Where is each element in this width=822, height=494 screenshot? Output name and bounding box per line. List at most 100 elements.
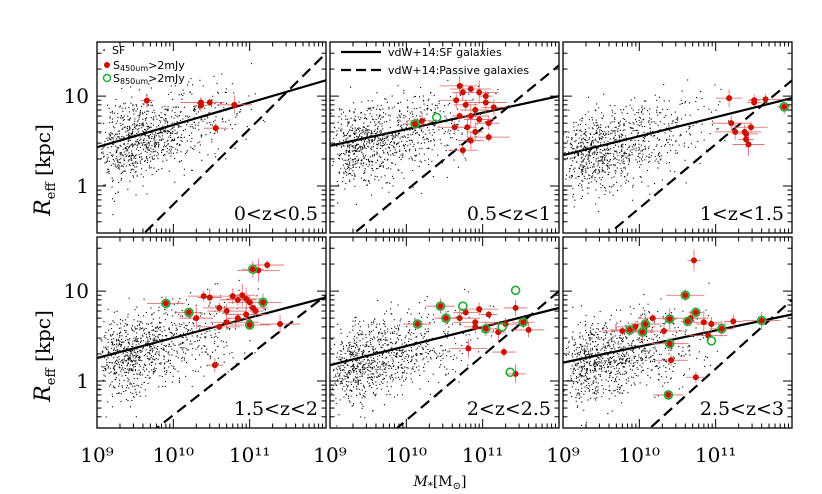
sf-galaxy-point bbox=[370, 121, 372, 123]
panel-plot-area bbox=[563, 79, 792, 233]
sf-galaxy-point bbox=[167, 139, 169, 141]
sf-galaxy-point bbox=[368, 161, 370, 163]
sf-galaxy-point bbox=[118, 182, 120, 184]
sf-galaxy-point bbox=[120, 370, 122, 372]
sf-galaxy-point bbox=[582, 141, 584, 143]
sf-galaxy-point bbox=[585, 162, 587, 164]
sf-galaxy-point bbox=[135, 162, 137, 164]
sf-galaxy-point bbox=[692, 125, 694, 127]
sf-galaxy-point bbox=[630, 127, 632, 129]
sf-galaxy-point bbox=[138, 357, 140, 359]
sf-galaxy-point bbox=[577, 155, 579, 157]
sf-galaxy-point bbox=[149, 358, 151, 360]
sf-galaxy-point bbox=[163, 313, 165, 315]
sf-galaxy-point bbox=[468, 317, 470, 319]
sf-galaxy-point bbox=[345, 362, 347, 364]
sf-galaxy-point bbox=[379, 383, 381, 385]
sf-galaxy-point bbox=[135, 336, 137, 338]
sf-galaxy-cloud bbox=[330, 289, 497, 427]
sf-galaxy-point bbox=[582, 137, 584, 139]
sf-galaxy-point bbox=[341, 341, 343, 343]
sf-galaxy-point bbox=[175, 333, 177, 335]
sf-galaxy-point bbox=[621, 155, 623, 157]
sf-galaxy-point bbox=[585, 131, 587, 133]
sf-galaxy-point bbox=[431, 103, 433, 105]
sf-galaxy-point bbox=[434, 351, 436, 353]
sf-galaxy-point bbox=[346, 149, 348, 151]
sf-galaxy-point bbox=[361, 334, 363, 336]
sf-galaxy-point bbox=[342, 369, 344, 371]
sf-galaxy-point bbox=[200, 134, 202, 136]
sf-galaxy-point bbox=[432, 319, 434, 321]
sf-galaxy-point bbox=[144, 141, 146, 143]
sf-galaxy-point bbox=[334, 343, 336, 345]
sf-galaxy-point bbox=[419, 148, 421, 150]
sf-galaxy-point bbox=[697, 109, 699, 111]
sf-galaxy-point bbox=[411, 111, 413, 113]
sf-galaxy-point bbox=[122, 320, 124, 322]
sf-galaxy-point bbox=[209, 314, 211, 316]
sf-galaxy-point bbox=[398, 119, 400, 121]
sf-galaxy-point bbox=[139, 365, 141, 367]
sf-galaxy-point bbox=[571, 139, 573, 141]
sf-galaxy-point bbox=[380, 165, 382, 167]
sf-galaxy-point bbox=[185, 336, 187, 338]
sf-galaxy-point bbox=[420, 129, 422, 131]
sf-galaxy-point bbox=[164, 120, 166, 122]
sf-galaxy-point bbox=[379, 361, 381, 363]
sf-galaxy-point bbox=[613, 136, 615, 138]
sf-galaxy-point bbox=[382, 319, 384, 321]
sf-galaxy-point bbox=[716, 128, 718, 130]
sf-galaxy-point bbox=[629, 123, 631, 125]
sf-galaxy-point bbox=[152, 358, 154, 360]
sf-galaxy-point bbox=[168, 351, 170, 353]
sf-galaxy-point bbox=[382, 149, 384, 151]
sf-galaxy-point bbox=[609, 105, 611, 107]
sf-galaxy-point bbox=[137, 142, 139, 144]
sf-galaxy-point bbox=[434, 125, 436, 127]
sf-galaxy-point bbox=[578, 168, 580, 170]
sf-galaxy-point bbox=[162, 146, 164, 148]
sf-galaxy-point bbox=[122, 166, 124, 168]
sf-galaxy-point bbox=[680, 134, 682, 136]
sf-galaxy-point bbox=[154, 354, 156, 356]
sf-relation-line bbox=[330, 95, 559, 147]
sf-galaxy-point bbox=[401, 358, 403, 360]
sf-galaxy-point bbox=[165, 118, 167, 120]
sf-galaxy-point bbox=[607, 153, 609, 155]
s450-point bbox=[467, 85, 474, 92]
sf-galaxy-point bbox=[380, 381, 382, 383]
sf-galaxy-point bbox=[620, 185, 622, 187]
sf-galaxy-point bbox=[586, 154, 588, 156]
sf-galaxy-point bbox=[133, 169, 135, 171]
sf-galaxy-point bbox=[374, 361, 376, 363]
sf-galaxy-point bbox=[415, 155, 417, 157]
sf-galaxy-point bbox=[148, 142, 150, 144]
sf-galaxy-point bbox=[384, 313, 386, 315]
sf-galaxy-point bbox=[414, 150, 416, 152]
sf-galaxy-point bbox=[140, 386, 142, 388]
sf-galaxy-point bbox=[358, 127, 360, 129]
sf-galaxy-point bbox=[408, 355, 410, 357]
sf-galaxy-point bbox=[582, 154, 584, 156]
sf-galaxy-point bbox=[158, 144, 160, 146]
sf-galaxy-point bbox=[120, 105, 122, 107]
sf-galaxy-point bbox=[616, 150, 618, 152]
sf-galaxy-point bbox=[136, 362, 138, 364]
sf-relation-line bbox=[97, 296, 326, 360]
sf-galaxy-point bbox=[182, 89, 184, 91]
sf-galaxy-point bbox=[145, 145, 147, 147]
sf-galaxy-point bbox=[373, 320, 375, 322]
sf-galaxy-point bbox=[220, 102, 222, 104]
sf-galaxy-point bbox=[573, 168, 575, 170]
panel-redshift-label: 1.5<z<2 bbox=[234, 398, 318, 420]
sf-galaxy-point bbox=[342, 348, 344, 350]
sf-galaxy-point bbox=[377, 128, 379, 130]
sf-galaxy-point bbox=[631, 146, 633, 148]
sf-galaxy-point bbox=[347, 376, 349, 378]
sf-galaxy-point bbox=[392, 153, 394, 155]
sf-galaxy-point bbox=[235, 322, 237, 324]
sf-galaxy-point bbox=[132, 356, 134, 358]
sf-galaxy-point bbox=[565, 174, 567, 176]
sf-galaxy-point bbox=[153, 142, 155, 144]
